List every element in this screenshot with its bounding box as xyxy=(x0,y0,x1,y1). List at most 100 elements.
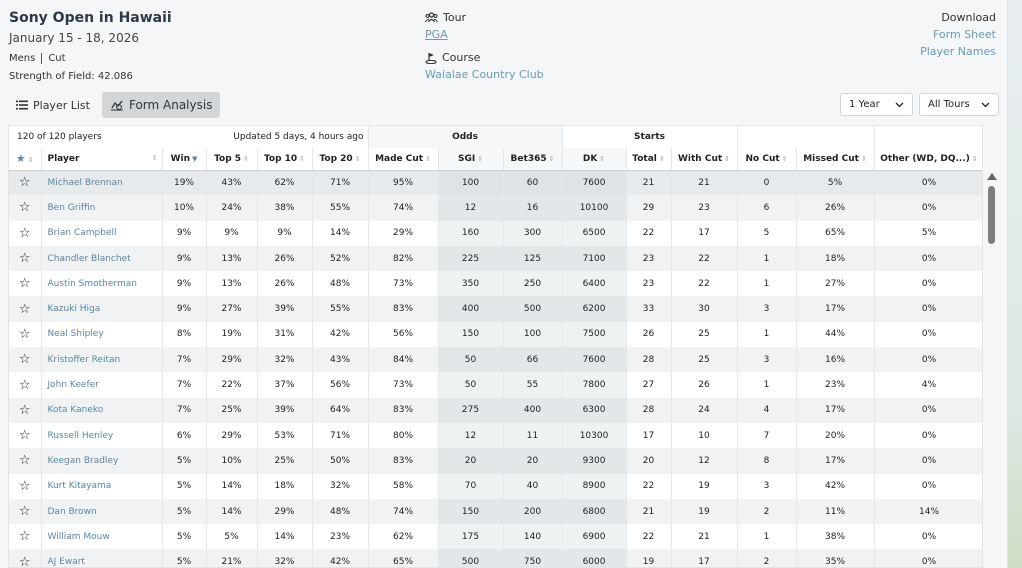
table-cell: 7500 xyxy=(562,321,627,348)
table-row[interactable]: ☆ Kristoffer Reitan 7% 29% 32% 43% 84% 50 66 7600… xyxy=(9,347,982,373)
table-row[interactable]: ☆ Kurt Kitayama 5% 14% 18% 32% 58% 70 40 8900 22 19… xyxy=(9,473,982,499)
table-cell: 21 xyxy=(626,498,672,525)
player-name-link[interactable]: Kurt Kitayama xyxy=(41,473,163,499)
table-body: ☆ Michael Brennan 19% 43% 62% 71% 95% 100 60 7600… xyxy=(9,170,982,567)
favorite-star-icon[interactable]: ☆ xyxy=(9,296,42,322)
table-cell: 23 xyxy=(626,245,672,272)
sgi-column-header[interactable]: SGI ⇕ xyxy=(438,148,504,171)
dk-column-header[interactable]: DK ⇕ xyxy=(562,148,627,171)
favorite-star-icon[interactable]: ☆ xyxy=(9,498,42,525)
table-cell: 23% xyxy=(796,372,875,398)
player-name-link[interactable]: Kazuki Higa xyxy=(41,296,163,322)
table-row[interactable]: ☆ AJ Ewart 5% 21% 32% 42% 65% 500 750 6000 19 17 2 35… xyxy=(9,549,982,567)
top20-column-header[interactable]: Top 20 ⇕ xyxy=(312,148,369,171)
favorite-column-header[interactable]: ★ ⇕ xyxy=(9,148,42,171)
player-name-link[interactable]: Kota Kaneko xyxy=(41,397,163,423)
total-column-header[interactable]: Total ⇕ xyxy=(626,148,672,171)
table-row[interactable]: ☆ Michael Brennan 19% 43% 62% 71% 95% 100 60 7600… xyxy=(9,170,982,196)
table-cell: 32% xyxy=(312,473,369,499)
table-cell: 44% xyxy=(796,321,875,348)
win-column-header[interactable]: Win ▼ xyxy=(162,148,207,171)
favorite-star-icon[interactable]: ☆ xyxy=(9,473,42,499)
tours-select[interactable]: All Tours xyxy=(919,93,999,116)
favorite-star-icon[interactable]: ☆ xyxy=(9,397,42,423)
player-name-link[interactable]: Neal Shipley xyxy=(41,321,163,348)
table-cell: 8900 xyxy=(562,473,627,499)
player-column-header[interactable]: Player ⇕ xyxy=(41,148,163,171)
table-cell: 27% xyxy=(206,296,258,322)
table-cell: 23 xyxy=(671,195,738,221)
table-row[interactable]: ☆ Kota Kaneko 7% 25% 39% 64% 83% 275 400 6300 28 24… xyxy=(9,397,982,423)
favorite-star-icon[interactable]: ☆ xyxy=(9,170,42,196)
missed-cut-column-header[interactable]: Missed Cut ⇕ xyxy=(796,148,875,171)
player-name-link[interactable]: Kristoffer Reitan xyxy=(41,347,163,373)
favorite-star-icon[interactable]: ☆ xyxy=(9,448,42,474)
top10-column-header[interactable]: Top 10 ⇕ xyxy=(257,148,313,171)
event-title: Sony Open in Hawaii xyxy=(9,10,172,26)
no-cut-column-header[interactable]: No Cut ⇕ xyxy=(737,148,797,171)
favorite-star-icon[interactable]: ☆ xyxy=(9,549,42,567)
table-row[interactable]: ☆ William Mouw 5% 5% 14% 23% 62% 175 140 6900 22 21… xyxy=(9,524,982,550)
scrollbar[interactable] xyxy=(985,170,999,568)
table-cell: 5% xyxy=(162,448,207,474)
table-cell: 80% xyxy=(368,422,439,449)
player-name-link[interactable]: Dan Brown xyxy=(41,498,163,525)
table-cell: 64% xyxy=(312,397,369,423)
player-name-link[interactable]: William Mouw xyxy=(41,524,163,550)
player-name-link[interactable]: Austin Smotherman xyxy=(41,271,163,297)
favorite-star-icon[interactable]: ☆ xyxy=(9,372,42,398)
table-cell: 150 xyxy=(438,498,504,525)
favorite-star-icon[interactable]: ☆ xyxy=(9,220,42,246)
period-select[interactable]: 1 Year xyxy=(840,93,913,116)
player-name-link[interactable]: John Keefer xyxy=(41,372,163,398)
player-names-link[interactable]: Player Names xyxy=(920,45,996,58)
tab-form-analysis[interactable]: Form Analysis xyxy=(101,92,221,118)
scroll-up-arrow[interactable] xyxy=(987,173,997,180)
player-name-link[interactable]: Ben Griffin xyxy=(41,195,163,221)
bet365-column-header[interactable]: Bet365 ⇕ xyxy=(503,148,563,171)
player-name-link[interactable]: Chandler Blanchet xyxy=(41,245,163,272)
other-column-header[interactable]: Other (WD, DQ...) ⇕ xyxy=(874,148,982,171)
table-row[interactable]: ☆ Russell Henley 6% 29% 53% 71% 80% 12 11 10300 17… xyxy=(9,422,982,449)
table-cell: 4 xyxy=(737,397,797,423)
player-name-link[interactable]: AJ Ewart xyxy=(41,549,163,567)
form-sheet-link[interactable]: Form Sheet xyxy=(932,28,996,41)
table-cell: 31% xyxy=(257,321,313,348)
course-link[interactable]: Waialae Country Club xyxy=(425,68,544,81)
table-row[interactable]: ☆ Kazuki Higa 9% 27% 39% 55% 83% 400 500 6200 33 30… xyxy=(9,296,982,322)
player-name-link[interactable]: Brian Campbell xyxy=(41,220,163,246)
favorite-star-icon[interactable]: ☆ xyxy=(9,524,42,550)
table-cell: 58% xyxy=(368,473,439,499)
table-cell: 29% xyxy=(206,347,258,373)
favorite-star-icon[interactable]: ☆ xyxy=(9,321,42,348)
table-cell: 150 xyxy=(438,321,504,348)
table-cell: 21 xyxy=(671,524,738,550)
tab-player-list[interactable]: Player List xyxy=(8,92,98,118)
table-cell: 1 xyxy=(737,271,797,297)
table-row[interactable]: ☆ Chandler Blanchet 9% 13% 26% 52% 82% 225 125 71… xyxy=(9,245,982,272)
favorite-star-icon[interactable]: ☆ xyxy=(9,347,42,373)
table-row[interactable]: ☆ Keegan Bradley 5% 10% 25% 50% 83% 20 20 9300 20 1… xyxy=(9,448,982,474)
favorite-star-icon[interactable]: ☆ xyxy=(9,271,42,297)
favorite-star-icon[interactable]: ☆ xyxy=(9,422,42,449)
tour-link[interactable]: PGA xyxy=(425,28,448,41)
table-row[interactable]: ☆ Ben Griffin 10% 24% 38% 55% 74% 12 16 10100 29 23… xyxy=(9,195,982,221)
table-row[interactable]: ☆ Brian Campbell 9% 9% 9% 14% 29% 160 300 6500 22 1… xyxy=(9,220,982,246)
favorite-star-icon[interactable]: ☆ xyxy=(9,195,42,221)
table-cell: 16 xyxy=(503,195,563,221)
table-cell: 38% xyxy=(257,195,313,221)
with-cut-column-header[interactable]: With Cut ⇕ xyxy=(671,148,738,171)
player-name-link[interactable]: Russell Henley xyxy=(41,422,163,449)
table-row[interactable]: ☆ Dan Brown 5% 14% 29% 48% 74% 150 200 6800 21 19 2 1… xyxy=(9,498,982,525)
favorite-star-icon[interactable]: ☆ xyxy=(9,245,42,272)
table-cell: 20 xyxy=(626,448,672,474)
top5-column-header[interactable]: Top 5 ⇕ xyxy=(206,148,258,171)
player-name-link[interactable]: Michael Brennan xyxy=(41,170,163,196)
made-cut-column-header[interactable]: Made Cut ⇕ xyxy=(368,148,439,171)
table-row[interactable]: ☆ Austin Smotherman 9% 13% 26% 48% 73% 350 250 64… xyxy=(9,271,982,297)
scroll-thumb[interactable] xyxy=(988,186,995,244)
table-row[interactable]: ☆ Neal Shipley 8% 19% 31% 42% 56% 150 100 7500 26 2… xyxy=(9,321,982,348)
player-name-link[interactable]: Keegan Bradley xyxy=(41,448,163,474)
table-row[interactable]: ☆ John Keefer 7% 22% 37% 56% 73% 50 55 7800 27 26 1 2… xyxy=(9,372,982,398)
